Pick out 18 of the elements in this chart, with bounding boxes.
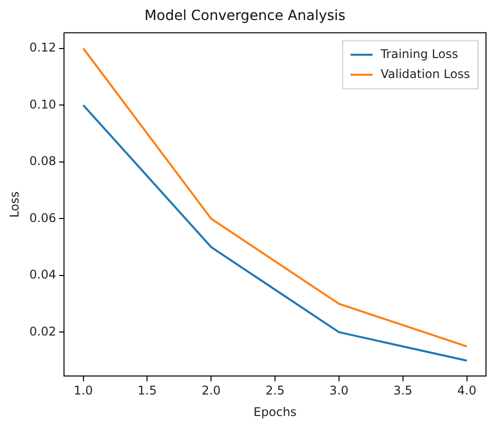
y-tick-label: 0.08 <box>29 154 56 168</box>
x-tick-label: 3.5 <box>393 384 412 398</box>
legend-label: Training Loss <box>380 46 458 61</box>
x-tick-label: 2.5 <box>266 384 285 398</box>
y-tick-label: 0.12 <box>29 40 56 55</box>
x-tick-label: 1.0 <box>74 384 93 398</box>
legend-label: Validation Loss <box>380 66 470 81</box>
x-axis-title: Epochs <box>254 404 297 419</box>
y-tick-label: 0.06 <box>29 210 56 225</box>
chart-title: Model Convergence Analysis <box>144 8 346 24</box>
x-tick-label: 1.5 <box>138 384 157 398</box>
y-tick-label: 0.10 <box>29 97 56 112</box>
y-tick-label: 0.02 <box>29 324 56 338</box>
y-tick-label: 0.04 <box>29 268 56 282</box>
x-tick-label: 2.0 <box>202 384 221 398</box>
x-tick-label: 4.0 <box>457 384 476 398</box>
x-tick-label: 3.0 <box>329 384 349 398</box>
y-axis-title: Loss <box>7 191 22 218</box>
